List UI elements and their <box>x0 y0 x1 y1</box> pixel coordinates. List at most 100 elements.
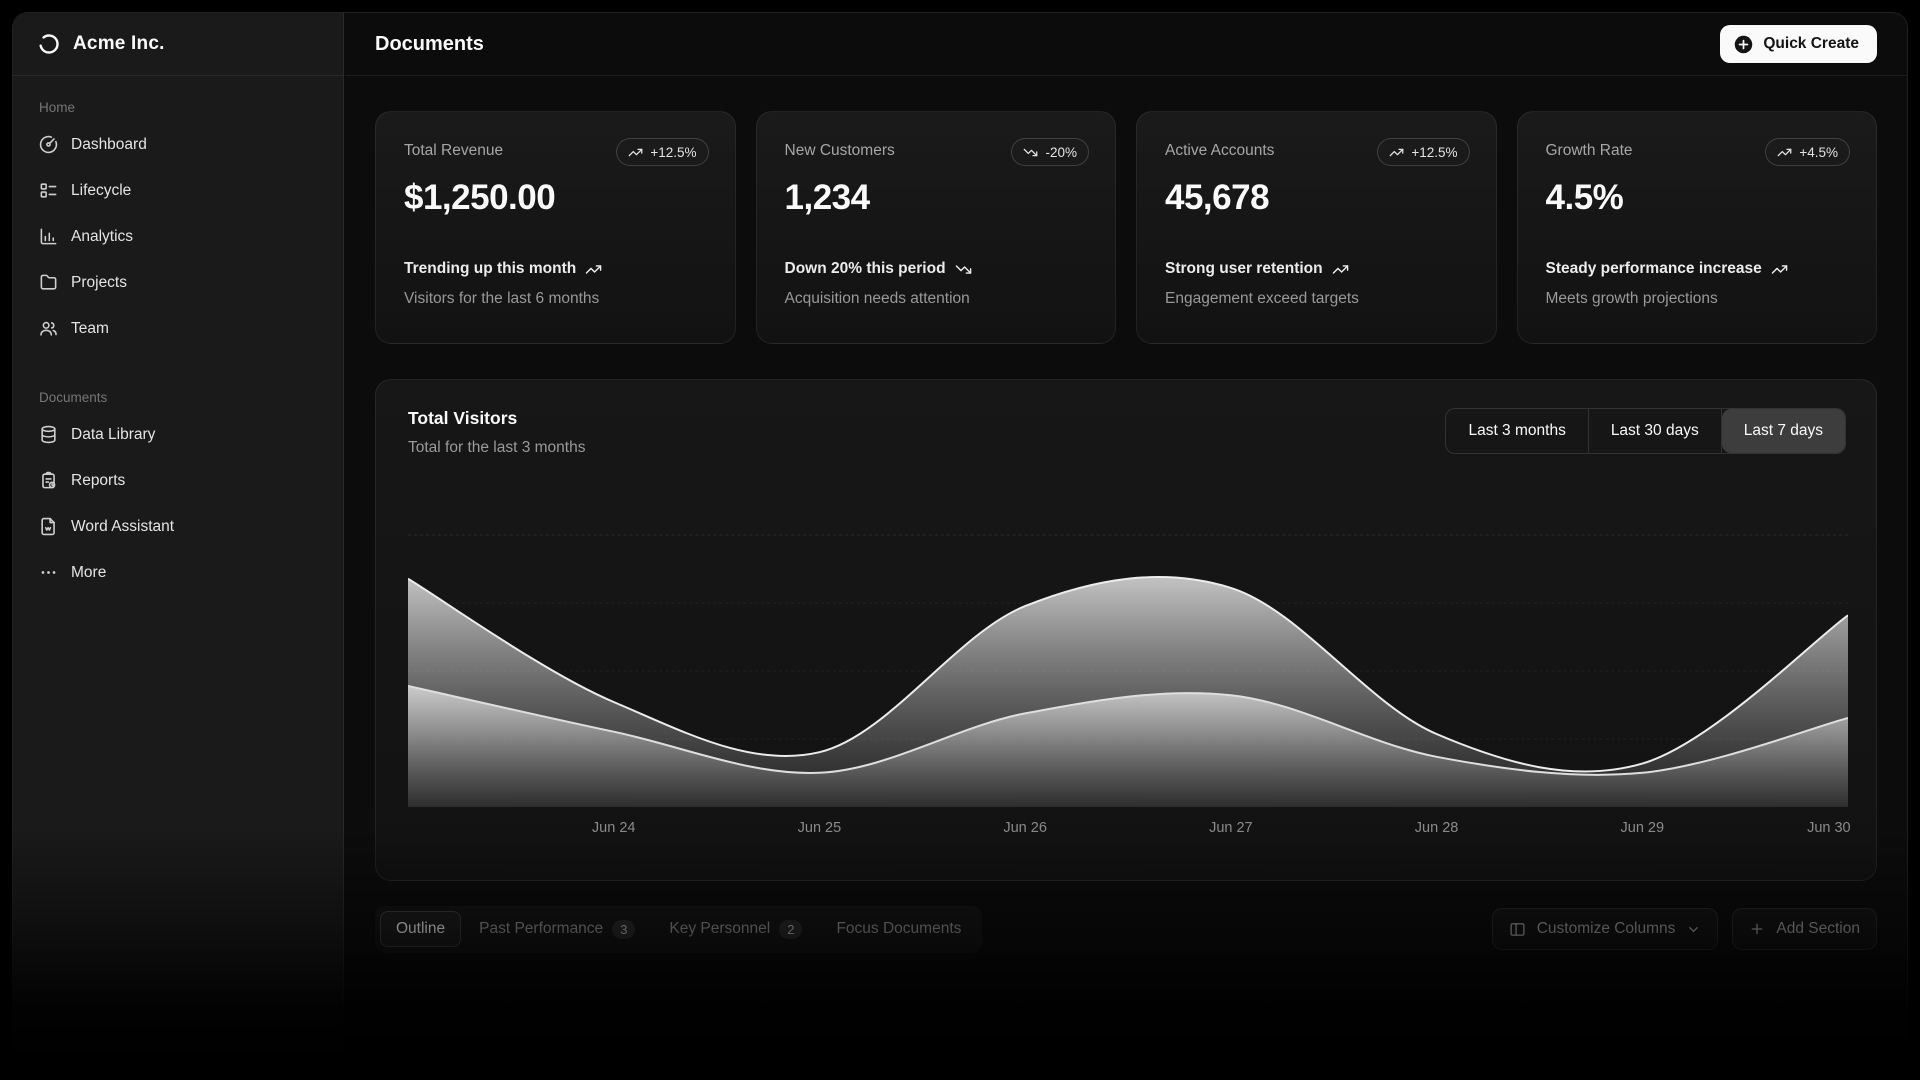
sidebar-item-analytics[interactable]: Analytics <box>29 215 327 258</box>
stat-footer-secondary: Engagement exceed targets <box>1165 290 1359 307</box>
chart-area-upper <box>408 577 1848 807</box>
range-last-30-days[interactable]: Last 30 days <box>1589 409 1722 453</box>
sidebar-item-data-library[interactable]: Data Library <box>29 413 327 456</box>
trending-down-icon <box>955 261 972 278</box>
sidebar-item-label: Lifecycle <box>71 181 132 199</box>
chart-line-lower <box>408 685 1848 776</box>
tab-label: Focus Documents <box>836 920 962 937</box>
badge-value: -20% <box>1045 144 1077 160</box>
columns-icon <box>1509 921 1526 938</box>
tab-past-performance[interactable]: Past Performance 3 <box>463 911 651 948</box>
total-visitors-card: Total Visitors Total for the last 3 mont… <box>375 379 1877 881</box>
trend-badge: +4.5% <box>1765 138 1850 166</box>
sidebar-item-label: Analytics <box>71 227 134 245</box>
stat-label: Growth Rate <box>1545 142 1633 159</box>
range-last-7-days[interactable]: Last 7 days <box>1721 409 1845 453</box>
quick-create-button[interactable]: Quick Create <box>1720 25 1877 63</box>
stat-value: 1,234 <box>784 178 871 217</box>
stat-card-growth-rate: Growth Rate +4.5% 4.5% Steady performanc… <box>1516 111 1877 344</box>
sidebar-item-label: Word Assistant <box>71 517 175 535</box>
badge-value: +12.5% <box>1411 144 1458 160</box>
main-header: Documents Quick Create <box>345 13 1907 76</box>
sidebar-item-label: Dashboard <box>71 135 147 153</box>
sidebar-item-reports[interactable]: Reports <box>29 459 327 502</box>
brand-logo-icon <box>37 32 61 56</box>
trending-up-icon <box>1332 261 1349 278</box>
x-tick: Jun 26 <box>1003 820 1047 836</box>
trend-badge: +12.5% <box>1377 138 1470 166</box>
sidebar-item-projects[interactable]: Projects <box>29 261 327 304</box>
quick-create-label: Quick Create <box>1763 35 1859 52</box>
trending-up-icon <box>628 145 643 160</box>
chart-title: Total Visitors <box>408 408 518 428</box>
stat-card-active-accounts: Active Accounts +12.5% 45,678 Strong use… <box>1136 111 1497 344</box>
trend-badge: -20% <box>1011 138 1089 166</box>
badge-value: +12.5% <box>650 144 697 160</box>
ellipsis-icon <box>39 563 58 582</box>
sidebar-section-label: Home <box>39 100 76 115</box>
bottom-actions: Customize Columns Add Section <box>1491 908 1877 950</box>
sidebar-section-home: Home Dashboard Lifecycle <box>13 100 343 350</box>
customize-columns-label: Customize Columns <box>1536 920 1676 937</box>
gauge-icon <box>39 135 58 154</box>
stat-label: Active Accounts <box>1165 142 1275 159</box>
clipboard-icon <box>39 471 58 490</box>
trending-up-icon <box>1389 145 1404 160</box>
sidebar-item-dashboard[interactable]: Dashboard <box>29 123 327 166</box>
sidebar-item-lifecycle[interactable]: Lifecycle <box>29 169 327 212</box>
tab-label: Key Personnel <box>669 920 771 937</box>
plus-icon <box>1749 921 1765 937</box>
trend-badge: +12.5% <box>616 138 709 166</box>
badge-value: +4.5% <box>1799 144 1838 160</box>
trending-up-icon <box>1771 261 1788 278</box>
bottom-toolbar: Outline Past Performance 3 Key Personnel… <box>375 905 1877 953</box>
circle-plus-icon <box>1733 34 1754 55</box>
tab-focus-documents[interactable]: Focus Documents <box>820 911 977 947</box>
range-last-3-months[interactable]: Last 3 months <box>1446 409 1589 453</box>
stat-value: $1,250.00 <box>404 178 556 217</box>
sidebar: Acme Inc. Home Dashboard Lifecycle <box>13 13 344 1071</box>
sidebar-item-label: Team <box>71 319 109 337</box>
x-tick: Jun 28 <box>1414 820 1459 836</box>
list-todo-icon <box>39 181 58 200</box>
tab-outline[interactable]: Outline <box>380 911 462 947</box>
chevron-down-icon <box>1686 922 1701 937</box>
stat-footer-primary: Down 20% this period <box>784 260 946 277</box>
add-section-button[interactable]: Add Section <box>1732 908 1877 950</box>
stat-cards-row: Total Revenue +12.5% $1,250.00 Trending … <box>375 111 1877 344</box>
x-axis-labels: Jun 24 Jun 25 Jun 26 Jun 27 Jun 28 Jun 2… <box>408 820 1851 842</box>
sidebar-item-team[interactable]: Team <box>29 307 327 350</box>
x-tick: Jun 25 <box>797 820 842 836</box>
users-icon <box>39 319 58 338</box>
main-content: Documents Quick Create Total Revenue <box>345 13 1907 1071</box>
chart-line-upper <box>408 576 1848 773</box>
bar-chart-icon <box>39 227 58 246</box>
sidebar-item-more[interactable]: More <box>29 551 327 594</box>
stat-footer-primary: Trending up this month <box>404 260 577 277</box>
tab-count-badge: 3 <box>612 919 636 939</box>
stat-card-new-customers: New Customers -20% 1,234 Down 20% this p… <box>755 111 1116 344</box>
page-title: Documents <box>375 32 484 55</box>
stat-footer-secondary: Acquisition needs attention <box>784 290 970 307</box>
chart-subtitle: Total for the last 3 months <box>408 439 586 456</box>
stat-footer-primary: Steady performance increase <box>1545 260 1762 277</box>
stat-label: New Customers <box>784 142 895 159</box>
brand[interactable]: Acme Inc. <box>13 13 343 76</box>
sidebar-item-label: Reports <box>71 471 126 489</box>
trending-down-icon <box>1023 145 1038 160</box>
sidebar-section-label: Documents <box>39 390 108 405</box>
file-text-icon <box>39 517 58 536</box>
stat-value: 45,678 <box>1165 178 1270 217</box>
stat-card-total-revenue: Total Revenue +12.5% $1,250.00 Trending … <box>375 111 736 344</box>
stat-value: 4.5% <box>1545 178 1624 217</box>
customize-columns-button[interactable]: Customize Columns <box>1491 908 1719 950</box>
document-tabs: Outline Past Performance 3 Key Personnel… <box>375 905 983 953</box>
sidebar-item-word-assistant[interactable]: Word Assistant <box>29 505 327 548</box>
sidebar-section-documents: Documents Data Library Reports <box>13 390 343 594</box>
visitors-area-chart[interactable] <box>408 492 1848 807</box>
sidebar-item-label: More <box>71 563 107 581</box>
x-tick: Jun 29 <box>1620 820 1665 836</box>
tab-key-personnel[interactable]: Key Personnel 2 <box>653 911 818 948</box>
database-icon <box>39 425 58 444</box>
chart-area-lower <box>408 686 1848 807</box>
